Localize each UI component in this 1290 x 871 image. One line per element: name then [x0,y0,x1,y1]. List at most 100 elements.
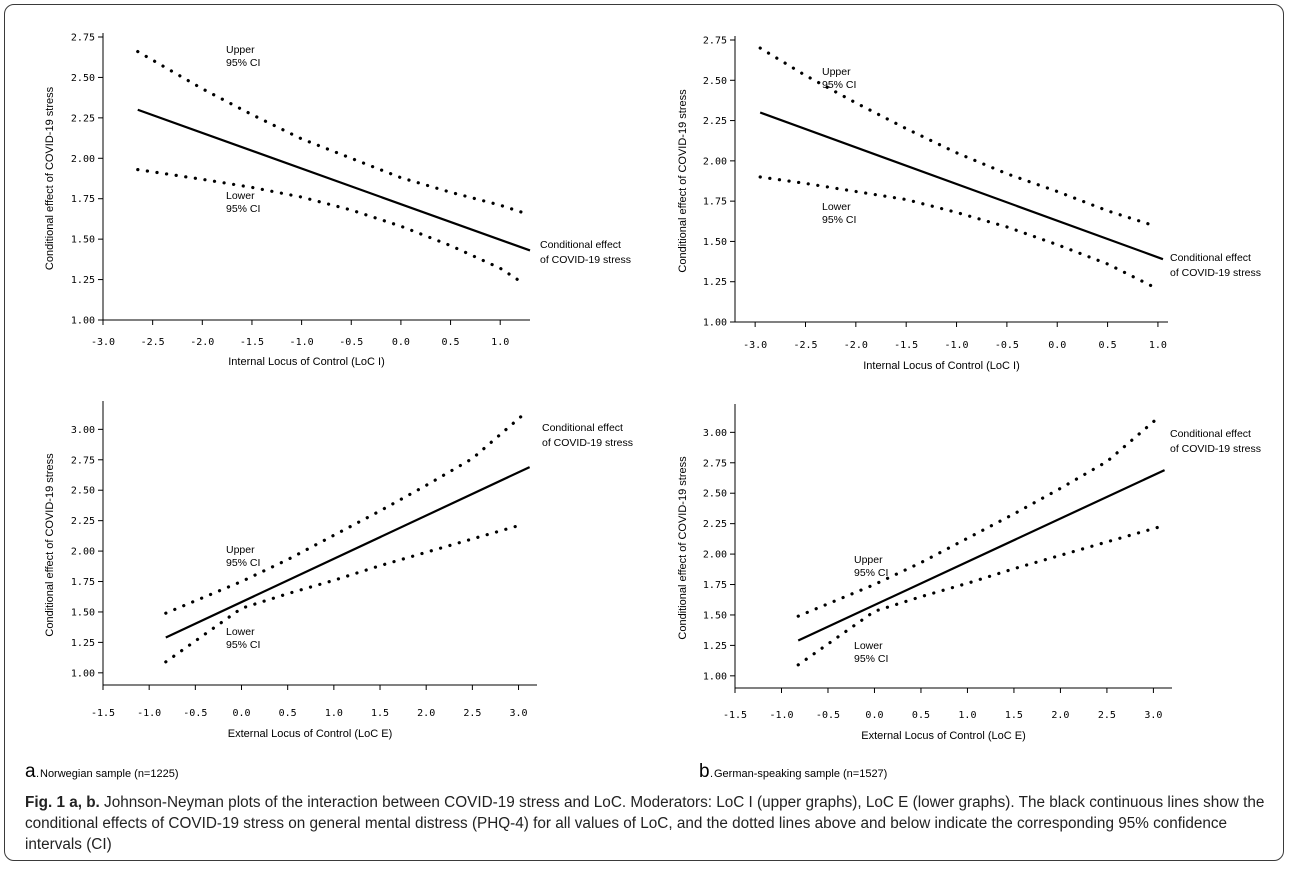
conditional-effect-label: Conditional effect [540,239,621,251]
y-tick-label: 2.50 [71,486,95,497]
x-tick-label: -0.5 [995,340,1019,351]
conditional-effect-label-2: of COVID-19 stress [542,437,633,449]
x-tick-label: 1.5 [1005,710,1023,721]
x-tick-label: 0.5 [1099,340,1117,351]
lower-ci-label-2: 95% CI [822,214,856,226]
x-tick-label: 2.5 [1098,710,1116,721]
y-tick-label: 2.00 [703,550,727,561]
x-tick-label: 3.0 [510,708,528,719]
x-tick-label: -1.5 [723,710,747,721]
y-tick-label: 1.00 [703,671,727,682]
y-tick-label: 1.25 [71,638,95,649]
conditional-effect-label-2: of COVID-19 stress [1170,443,1261,455]
lower-ci-dotted-line [164,522,525,664]
x-tick-label: 1.0 [1149,340,1167,351]
y-tick-label: 3.00 [703,428,727,439]
panel-letter-dot: . [36,768,39,780]
y-tick-label: 1.25 [71,275,95,286]
lower-ci-label-2: 95% CI [226,639,260,651]
y-tick-label: 2.50 [703,76,727,87]
x-tick-label: 2.0 [417,708,435,719]
y-tick-label: 1.25 [703,641,727,652]
x-axis-label: Internal Locus of Control (LoC I) [863,360,1020,372]
x-tick-label: -2.0 [844,340,868,351]
x-tick-label: -0.5 [816,710,840,721]
y-tick-label: 1.75 [703,580,727,591]
x-tick-label: -1.0 [137,708,161,719]
y-axis-label: Conditional effect of COVID-19 stress [677,89,689,273]
y-tick-label: 2.00 [71,154,95,165]
x-axis-label: External Locus of Control (LoC E) [228,728,392,740]
caption-text: Johnson-Neyman plots of the interaction … [25,794,1265,853]
y-tick-label: 2.75 [703,36,727,47]
lower-ci-label: Lower [226,626,255,638]
x-tick-label: -3.0 [91,337,115,348]
lower-ci-label: Lower [854,640,883,652]
conditional-effect-label-2: of COVID-19 stress [540,254,631,266]
upper-ci-dotted-line [164,413,525,615]
y-tick-label: 1.75 [71,577,95,588]
y-tick-label: 2.75 [703,458,727,469]
x-tick-label: -2.5 [141,337,165,348]
x-tick-label: -1.5 [894,340,918,351]
panel-name: Norwegian sample (n=1225) [40,768,179,780]
panel-label-a: a. Norwegian sample (n=1225) [25,761,179,782]
x-tick-label: 0.5 [279,708,297,719]
y-axis-label: Conditional effect of COVID-19 stress [677,456,689,640]
lower-ci-label: Lower [226,190,255,202]
y-tick-label: 1.00 [71,316,95,327]
x-tick-label: 2.0 [1051,710,1069,721]
y-tick-label: 2.75 [71,455,95,466]
lower-ci-dotted-line [796,525,1160,667]
effect-line [797,469,1166,642]
y-tick-label: 2.75 [71,33,95,44]
lower-ci-label: Lower [822,201,851,213]
x-tick-label: 2.5 [463,708,481,719]
y-tick-label: 1.00 [703,318,727,329]
x-tick-label: -1.0 [769,710,793,721]
y-tick-label: 2.00 [71,547,95,558]
upper-ci-label-2: 95% CI [226,557,260,569]
x-tick-label: -1.0 [944,340,968,351]
x-tick-label: -0.5 [183,708,207,719]
caption-label: Fig. 1 a, b. [25,794,100,811]
x-tick-label: 0.0 [1048,340,1066,351]
chart-b-top: 1.00 1.25 1.50 1.75 2.00 2.25 2.50 2.75 -3.0 -2.5… [677,36,1261,373]
y-tick-label: 1.25 [703,277,727,288]
x-tick-label: -2.5 [793,340,817,351]
y-tick-label: 1.00 [71,668,95,679]
y-tick-label: 1.50 [71,235,95,246]
panel-letter: a [25,761,36,782]
chart-a-bottom: 1.00 1.25 1.50 1.75 2.00 2.25 2.50 2.75 3.00 -1.5… [44,401,633,740]
panel-letter-dot: . [710,768,713,780]
y-tick-label: 2.25 [71,516,95,527]
x-axis-label: Internal Locus of Control (LoC I) [228,356,385,368]
y-tick-label: 1.50 [71,607,95,618]
upper-ci-label: Upper [822,66,851,78]
x-tick-label: 1.0 [958,710,976,721]
x-tick-label: -1.5 [240,337,264,348]
y-tick-label: 1.75 [703,197,727,208]
y-tick-label: 3.00 [71,425,95,436]
x-tick-label: 1.0 [491,337,509,348]
effect-line [165,466,531,639]
conditional-effect-label: Conditional effect [542,422,623,434]
effect-line [759,111,1164,261]
upper-ci-label: Upper [854,554,883,566]
lower-ci-label-2: 95% CI [854,653,888,665]
upper-ci-label-2: 95% CI [854,567,888,579]
x-tick-label: 1.5 [371,708,389,719]
effect-line [137,108,531,252]
upper-ci-label-2: 95% CI [822,79,856,91]
x-tick-label: -1.0 [290,337,314,348]
conditional-effect-label: Conditional effect [1170,252,1251,264]
x-tick-label: -3.0 [743,340,767,351]
y-tick-label: 2.25 [703,116,727,127]
x-tick-label: 0.5 [912,710,930,721]
x-tick-label: 0.0 [232,708,250,719]
x-tick-label: 0.5 [442,337,460,348]
x-axis-label: External Locus of Control (LoC E) [861,730,1025,742]
x-tick-label: -1.5 [91,708,115,719]
upper-ci-dotted-line [758,46,1155,227]
y-axis-label: Conditional effect of COVID-19 stress [44,453,56,637]
